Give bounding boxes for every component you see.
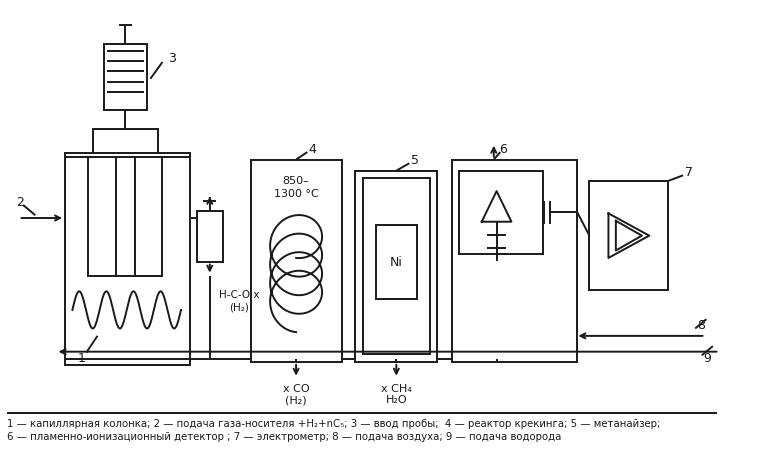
Text: 9: 9 [704, 351, 711, 364]
Text: 7: 7 [685, 166, 693, 179]
Text: H₂O: H₂O [386, 394, 407, 404]
Bar [104, 44, 147, 111]
Text: 1300 °C: 1300 °C [273, 188, 319, 199]
Text: x CH₄: x CH₄ [381, 383, 412, 393]
Text: 4: 4 [308, 143, 317, 156]
Bar [355, 171, 437, 362]
Bar [459, 171, 543, 255]
Text: 3: 3 [168, 52, 176, 65]
Text: 8: 8 [697, 319, 704, 332]
Text: 6: 6 [499, 143, 507, 156]
Text: 1: 1 [78, 351, 86, 364]
Bar [197, 211, 223, 262]
Bar [251, 160, 341, 362]
Text: (H₂): (H₂) [285, 394, 307, 404]
Bar [65, 154, 191, 365]
Text: 1 — капиллярная колонка; 2 — подача газа-носителя +H₂+nC₅; 3 — ввод пробы;  4 — : 1 — капиллярная колонка; 2 — подача газа… [8, 418, 661, 428]
Text: (H₂): (H₂) [230, 301, 249, 312]
Text: 850–: 850– [283, 175, 309, 186]
Bar [88, 157, 162, 276]
Text: Ni: Ni [390, 256, 403, 269]
Text: H-C-O x: H-C-O x [219, 289, 260, 300]
Text: x CO: x CO [283, 383, 309, 393]
Text: 6 — пламенно-ионизационный детектор ; 7 — электрометр; 8 — подача воздуха; 9 — п: 6 — пламенно-ионизационный детектор ; 7 … [8, 431, 562, 441]
Bar [452, 160, 577, 362]
Text: 2: 2 [16, 195, 24, 208]
Bar [376, 225, 417, 299]
Bar [590, 181, 669, 291]
Bar [93, 130, 158, 157]
Text: 5: 5 [411, 154, 419, 167]
Bar [363, 179, 430, 355]
